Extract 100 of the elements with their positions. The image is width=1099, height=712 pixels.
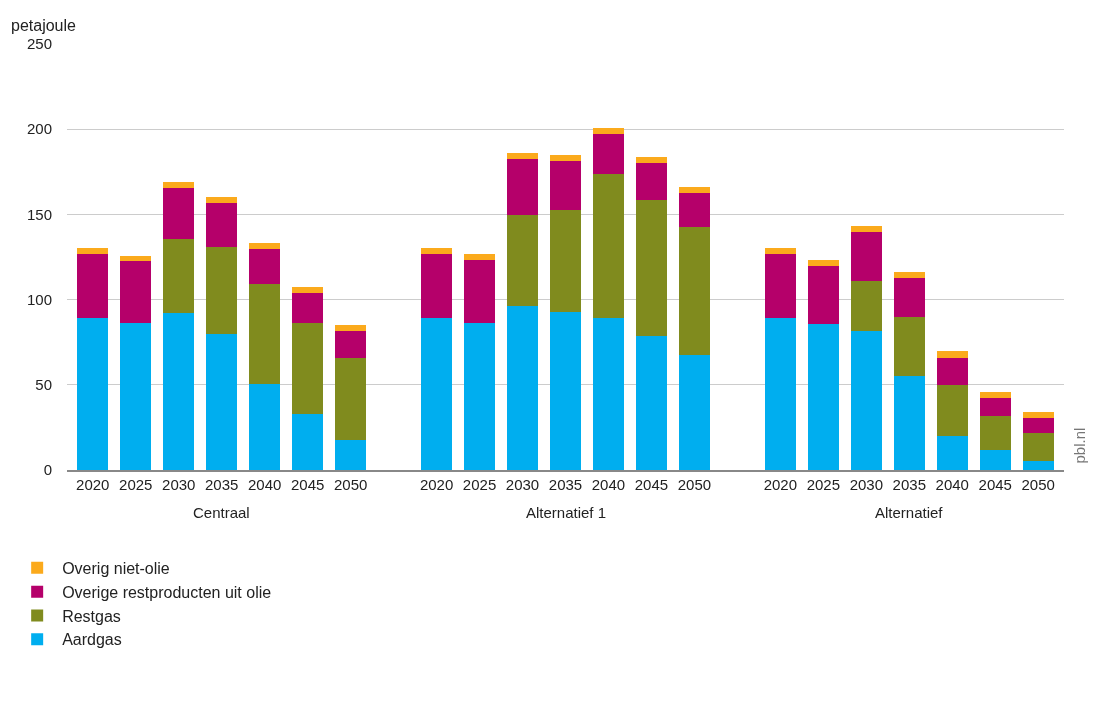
bar: [764, 248, 796, 254]
bar: [550, 154, 581, 161]
bar: [421, 253, 453, 319]
x-tick-label: 2020: [76, 475, 110, 493]
bar: [593, 173, 624, 319]
bar: [979, 416, 1011, 451]
bar: [550, 312, 581, 470]
y-tick-label: 100: [26, 290, 52, 308]
x-tick-label: 2050: [333, 475, 368, 493]
bar: [206, 197, 238, 204]
bar: [507, 306, 538, 470]
y-axis-title: petajoule: [11, 17, 77, 34]
bar: [292, 413, 324, 470]
bar: [893, 317, 925, 377]
bar: [635, 157, 667, 164]
bar: [936, 435, 968, 470]
bar: [635, 163, 667, 200]
x-tick-label: 2030: [505, 475, 540, 493]
bar: [1022, 412, 1054, 419]
bar: [678, 354, 710, 470]
bar: [77, 248, 109, 254]
x-tick-label: 2040: [247, 475, 282, 493]
bar: [464, 322, 496, 470]
bar: [206, 203, 238, 247]
bar: [1022, 460, 1054, 470]
legend-label: Aardgas: [62, 631, 122, 649]
bar: [807, 324, 839, 470]
bar: [678, 227, 710, 355]
bar: [163, 181, 195, 188]
x-tick-label: 2020: [763, 475, 798, 493]
y-tick-label: 200: [26, 120, 52, 138]
text: Alternatief: [875, 504, 944, 521]
bar: [249, 243, 281, 250]
bar: [292, 292, 324, 324]
x-tick-label: 2030: [162, 475, 196, 493]
x-tick-label: 2020: [419, 475, 454, 493]
y-tick-label: 250: [26, 35, 52, 53]
bar: [249, 383, 281, 470]
bar: [120, 261, 152, 324]
x-tick-label: 2030: [849, 475, 884, 493]
bar: [292, 286, 324, 293]
bar: [850, 280, 882, 332]
text: Centraal: [193, 504, 250, 521]
bar: [807, 265, 839, 325]
bar: [550, 210, 581, 313]
bar: [807, 260, 839, 266]
y-tick-label: 50: [35, 376, 52, 394]
bar: [335, 325, 367, 332]
x-tick-label: 2035: [892, 475, 926, 493]
x-tick-label: 2035: [205, 475, 239, 493]
legend-label: Overig niet-olie: [62, 560, 170, 578]
bar: [893, 376, 925, 470]
x-tick-label: 2045: [290, 475, 325, 493]
bar: [507, 215, 538, 307]
bar: [464, 259, 496, 323]
bar: [635, 336, 667, 470]
bar: [850, 232, 882, 281]
bar: [507, 159, 538, 216]
bar: [936, 357, 968, 385]
bar: [249, 284, 281, 384]
bar: [936, 384, 968, 436]
bar: [893, 278, 925, 318]
bar: [893, 272, 925, 279]
bar: [249, 249, 281, 285]
y-tick-label: 0: [43, 461, 52, 479]
bar: [850, 226, 882, 233]
bar: [292, 323, 324, 414]
bar: [764, 253, 796, 319]
bar: [936, 350, 968, 358]
y-tick-label: 150: [26, 205, 52, 223]
x-tick-label: 2040: [935, 475, 969, 493]
text: Alternatief 1: [526, 504, 607, 521]
bar: [979, 450, 1011, 470]
bar: [979, 397, 1011, 417]
bar: [163, 239, 195, 314]
x-tick-label: 2040: [591, 475, 626, 493]
bar: [1022, 418, 1054, 434]
bar: [335, 331, 367, 359]
bar: [635, 199, 667, 337]
bar: [206, 333, 238, 470]
x-tick-label: 2025: [119, 475, 153, 493]
bar: [678, 193, 710, 228]
bar: [979, 391, 1011, 398]
bar: [593, 128, 624, 135]
bar: [507, 153, 538, 160]
bar: [764, 318, 796, 470]
bar: [163, 313, 195, 470]
bar: [77, 253, 109, 319]
bar: [678, 187, 710, 194]
bar: [421, 318, 453, 470]
bar: [593, 318, 624, 470]
x-tick-label: 2035: [548, 475, 583, 493]
bar: [335, 440, 367, 470]
bar: [421, 248, 453, 254]
bar: [464, 254, 496, 260]
x-tick-label: 2025: [806, 475, 841, 493]
bar: [1022, 433, 1054, 461]
bar: [335, 358, 367, 441]
bar: [206, 246, 238, 334]
x-tick-label: 2050: [677, 475, 712, 493]
